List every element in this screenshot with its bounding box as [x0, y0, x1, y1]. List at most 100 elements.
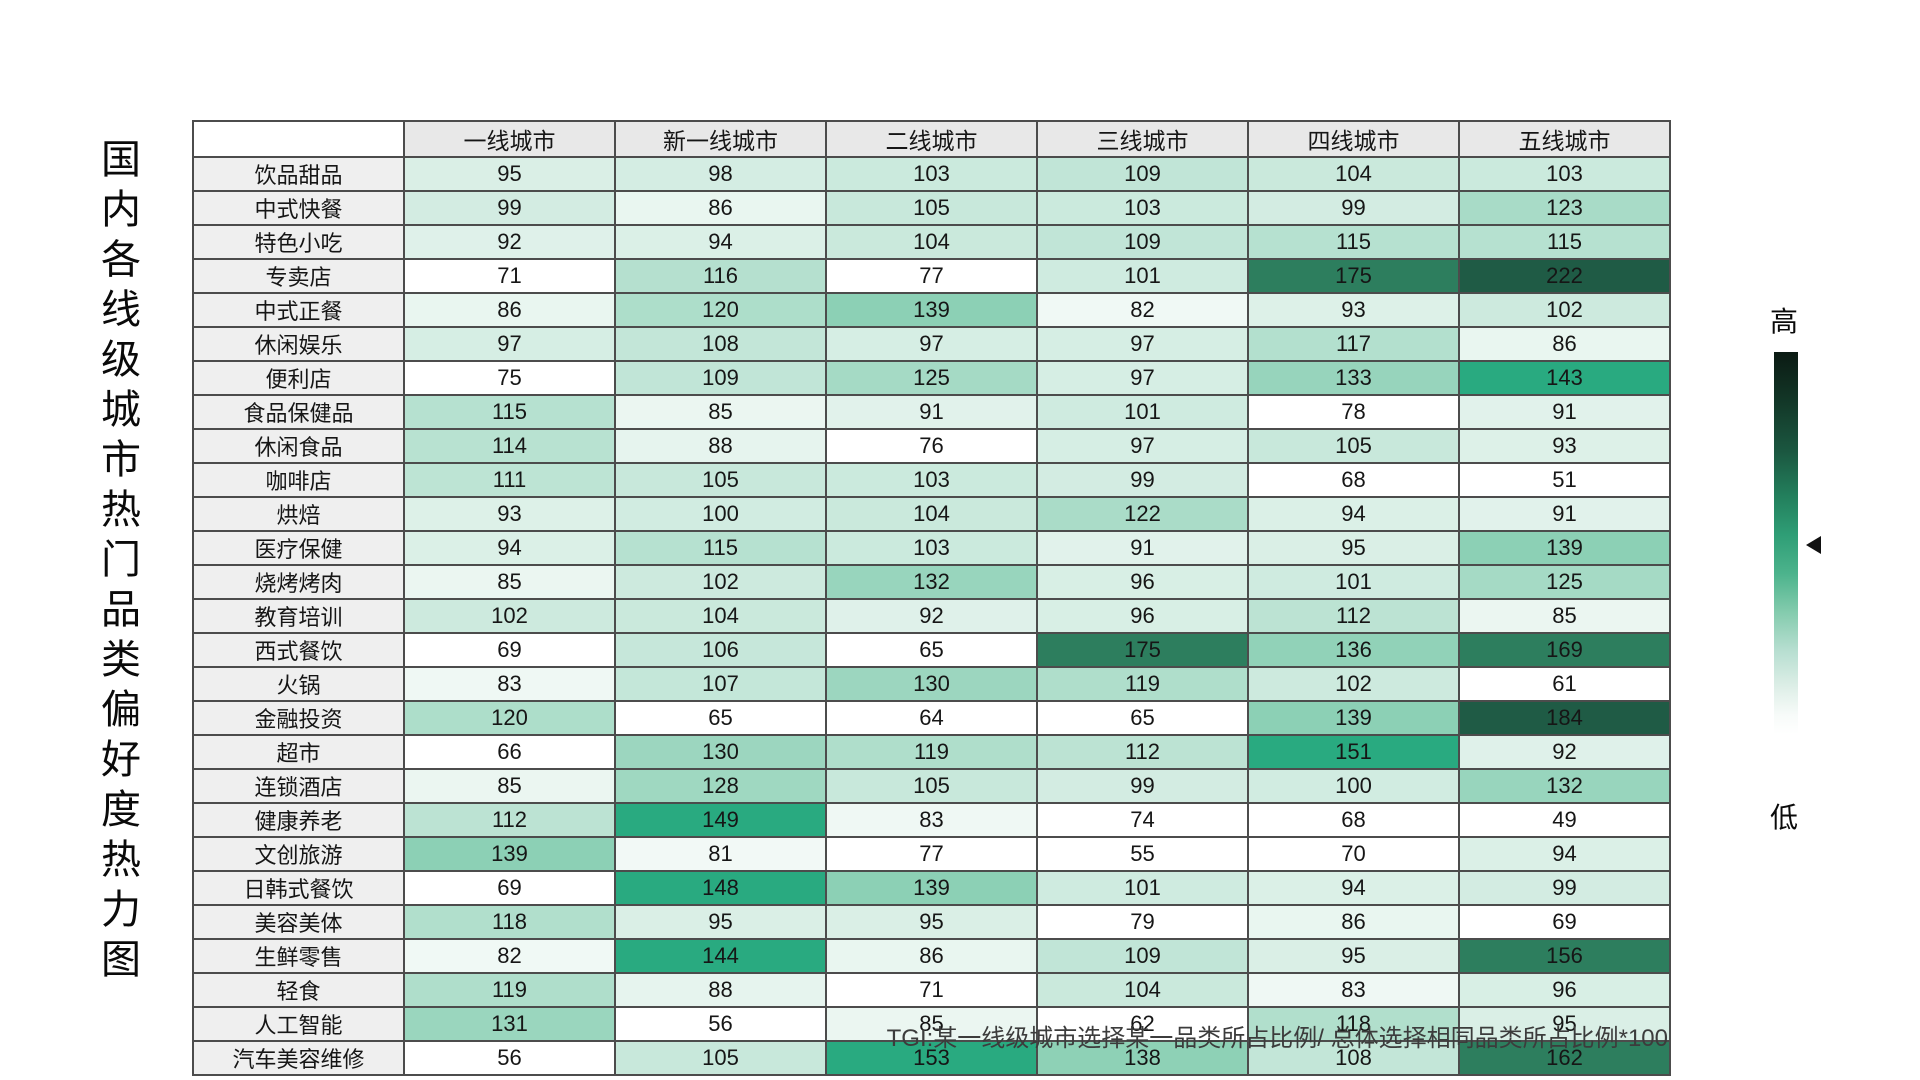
- heatmap-cell: 104: [1036, 972, 1249, 1008]
- heatmap-cell: 65: [1036, 700, 1249, 736]
- heatmap-cell: 74: [1036, 802, 1249, 838]
- row-label: 休闲娱乐: [192, 326, 405, 362]
- heatmap-cell: 99: [1036, 768, 1249, 804]
- table-row: 休闲娱乐 97 108 97 97 117 86: [192, 326, 1671, 362]
- table-row: 烧烤烤肉 85 102 132 96 101 125: [192, 564, 1671, 600]
- heatmap-cell: 99: [403, 190, 616, 226]
- heatmap-cell: 128: [614, 768, 827, 804]
- row-label: 食品保健品: [192, 394, 405, 430]
- heatmap-cell: 115: [614, 530, 827, 566]
- heatmap-cell: 92: [403, 224, 616, 260]
- heatmap-cell: 85: [403, 768, 616, 804]
- heatmap-cell: 79: [1036, 904, 1249, 940]
- column-header: 四线城市: [1247, 120, 1460, 158]
- heatmap-cell: 86: [403, 292, 616, 328]
- heatmap-cell: 99: [1036, 462, 1249, 498]
- heatmap-cell: 83: [403, 666, 616, 702]
- row-label: 金融投资: [192, 700, 405, 736]
- heatmap-cell: 222: [1458, 258, 1671, 294]
- heatmap-cell: 92: [1458, 734, 1671, 770]
- table-row: 火锅 83 107 130 119 102 61: [192, 666, 1671, 702]
- heatmap-cell: 102: [614, 564, 827, 600]
- row-label: 便利店: [192, 360, 405, 396]
- table-row: 超市 66 130 119 112 151 92: [192, 734, 1671, 770]
- table-row: 美容美体 118 95 95 79 86 69: [192, 904, 1671, 940]
- heatmap-cell: 95: [825, 904, 1038, 940]
- table-row: 咖啡店 111 105 103 99 68 51: [192, 462, 1671, 498]
- heatmap-cell: 184: [1458, 700, 1671, 736]
- heatmap-cell: 119: [825, 734, 1038, 770]
- heatmap-cell: 92: [825, 598, 1038, 634]
- heatmap-cell: 96: [1036, 564, 1249, 600]
- table-row: 休闲食品 114 88 76 97 105 93: [192, 428, 1671, 464]
- row-label: 中式快餐: [192, 190, 405, 226]
- heatmap-cell: 112: [403, 802, 616, 838]
- row-label: 美容美体: [192, 904, 405, 940]
- heatmap-cell: 162: [1458, 1040, 1671, 1076]
- heatmap-cell: 143: [1458, 360, 1671, 396]
- heatmap-table: 一线城市 新一线城市 二线城市 三线城市 四线城市 五线城市 饮品甜品 95 98 103 109…: [192, 120, 1671, 1076]
- heatmap-cell: 91: [1036, 530, 1249, 566]
- heatmap-cell: 51: [1458, 462, 1671, 498]
- heatmap-cell: 88: [614, 428, 827, 464]
- heatmap-cell: 109: [1036, 156, 1249, 192]
- heatmap-cell: 103: [825, 530, 1038, 566]
- heatmap-cell: 100: [614, 496, 827, 532]
- table-row: 汽车美容维修 56 105 153 138 108 162: [192, 1040, 1671, 1076]
- heatmap-cell: 91: [1458, 394, 1671, 430]
- heatmap-cell: 71: [403, 258, 616, 294]
- row-label: 烧烤烤肉: [192, 564, 405, 600]
- heatmap-cell: 109: [614, 360, 827, 396]
- row-label: 咖啡店: [192, 462, 405, 498]
- row-label: 连锁酒店: [192, 768, 405, 804]
- column-header: 三线城市: [1036, 120, 1249, 158]
- row-label: 烘焙: [192, 496, 405, 532]
- heatmap-cell: 106: [614, 632, 827, 668]
- heatmap-cell: 64: [825, 700, 1038, 736]
- heatmap-cell: 115: [1458, 224, 1671, 260]
- heatmap-cell: 108: [614, 326, 827, 362]
- heatmap-cell: 96: [1458, 972, 1671, 1008]
- row-label: 特色小吃: [192, 224, 405, 260]
- heatmap-cell: 105: [825, 768, 1038, 804]
- heatmap-cell: 95: [403, 156, 616, 192]
- table-row: 日韩式餐饮 69 148 139 101 94 99: [192, 870, 1671, 906]
- row-label: 超市: [192, 734, 405, 770]
- heatmap-cell: 136: [1247, 632, 1460, 668]
- heatmap-cell: 139: [403, 836, 616, 872]
- heatmap-cell: 94: [1458, 836, 1671, 872]
- heatmap-cell: 101: [1036, 870, 1249, 906]
- table-row: 特色小吃 92 94 104 109 115 115: [192, 224, 1671, 260]
- heatmap-cell: 71: [825, 972, 1038, 1008]
- heatmap-cell: 103: [1036, 190, 1249, 226]
- heatmap-cell: 101: [1247, 564, 1460, 600]
- heatmap-cell: 86: [614, 190, 827, 226]
- heatmap-cell: 68: [1247, 462, 1460, 498]
- heatmap-cell: 102: [1247, 666, 1460, 702]
- heatmap-cell: 118: [1247, 1006, 1460, 1042]
- heatmap-cell: 139: [825, 870, 1038, 906]
- heatmap-cell: 66: [403, 734, 616, 770]
- row-label: 生鲜零售: [192, 938, 405, 974]
- table-row: 健康养老 112 149 83 74 68 49: [192, 802, 1671, 838]
- table-row: 金融投资 120 65 64 65 139 184: [192, 700, 1671, 736]
- heatmap-cell: 98: [614, 156, 827, 192]
- chart-title: 国内各线级城市热门品类偏好度热力图: [95, 138, 139, 988]
- heatmap-cell: 91: [1458, 496, 1671, 532]
- heatmap-cell: 93: [1458, 428, 1671, 464]
- heatmap-cell: 105: [614, 1040, 827, 1076]
- heatmap-cell: 68: [1247, 802, 1460, 838]
- heatmap-cell: 75: [403, 360, 616, 396]
- table-row: 医疗保健 94 115 103 91 95 139: [192, 530, 1671, 566]
- column-header: 新一线城市: [614, 120, 827, 158]
- heatmap-cell: 109: [1036, 938, 1249, 974]
- heatmap-cell: 105: [614, 462, 827, 498]
- heatmap-cell: 101: [1036, 258, 1249, 294]
- heatmap-cell: 139: [1458, 530, 1671, 566]
- heatmap-cell: 56: [403, 1040, 616, 1076]
- heatmap-cell: 175: [1247, 258, 1460, 294]
- heatmap-cell: 94: [403, 530, 616, 566]
- row-label: 休闲食品: [192, 428, 405, 464]
- heatmap-cell: 149: [614, 802, 827, 838]
- heatmap-cell: 82: [1036, 292, 1249, 328]
